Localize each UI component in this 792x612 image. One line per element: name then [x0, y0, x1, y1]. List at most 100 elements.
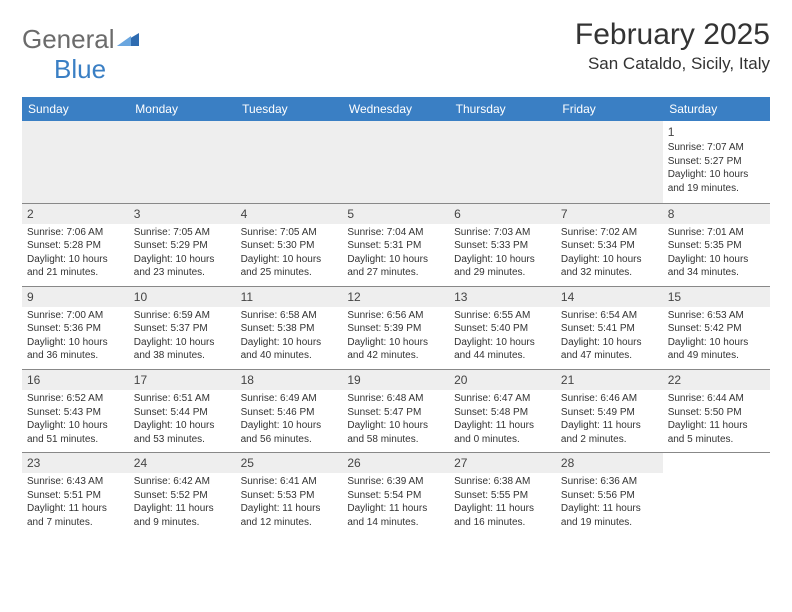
- calendar-cell: 16Sunrise: 6:52 AMSunset: 5:43 PMDayligh…: [22, 369, 129, 452]
- day-detail-line: Sunrise: 6:44 AM: [668, 392, 765, 406]
- calendar-cell-empty: [342, 121, 449, 203]
- day-detail-line: Sunset: 5:29 PM: [134, 239, 231, 253]
- day-detail-line: and 40 minutes.: [241, 349, 338, 363]
- day-detail-line: Daylight: 10 hours: [668, 336, 765, 350]
- calendar-cell: 17Sunrise: 6:51 AMSunset: 5:44 PMDayligh…: [129, 369, 236, 452]
- calendar-cell: 24Sunrise: 6:42 AMSunset: 5:52 PMDayligh…: [129, 453, 236, 536]
- weekday-header: Thursday: [449, 97, 556, 121]
- day-detail-line: Sunrise: 6:47 AM: [454, 392, 551, 406]
- day-detail-line: Sunrise: 7:01 AM: [668, 226, 765, 240]
- day-detail-line: Sunrise: 7:02 AM: [561, 226, 658, 240]
- day-detail-line: Sunset: 5:31 PM: [347, 239, 444, 253]
- day-detail-line: Sunset: 5:46 PM: [241, 406, 338, 420]
- day-detail-line: and 38 minutes.: [134, 349, 231, 363]
- calendar-cell-empty: [663, 453, 770, 536]
- day-detail-line: Sunrise: 6:55 AM: [454, 309, 551, 323]
- day-number: 16: [22, 370, 129, 390]
- day-detail-line: Sunset: 5:42 PM: [668, 322, 765, 336]
- day-number: 9: [22, 287, 129, 307]
- calendar-cell: 9Sunrise: 7:00 AMSunset: 5:36 PMDaylight…: [22, 286, 129, 369]
- day-detail-line: Sunrise: 6:54 AM: [561, 309, 658, 323]
- day-number: 21: [556, 370, 663, 390]
- day-detail-line: and 56 minutes.: [241, 433, 338, 447]
- day-number: 20: [449, 370, 556, 390]
- day-number: 11: [236, 287, 343, 307]
- weekday-header: Tuesday: [236, 97, 343, 121]
- calendar-cell: 19Sunrise: 6:48 AMSunset: 5:47 PMDayligh…: [342, 369, 449, 452]
- calendar-cell: 4Sunrise: 7:05 AMSunset: 5:30 PMDaylight…: [236, 203, 343, 286]
- logo-icon: [117, 24, 139, 55]
- day-detail-line: Daylight: 10 hours: [27, 336, 124, 350]
- calendar-row: 16Sunrise: 6:52 AMSunset: 5:43 PMDayligh…: [22, 369, 770, 452]
- day-detail-line: Sunset: 5:37 PM: [134, 322, 231, 336]
- day-detail-line: Daylight: 10 hours: [27, 419, 124, 433]
- calendar-cell: 10Sunrise: 6:59 AMSunset: 5:37 PMDayligh…: [129, 286, 236, 369]
- calendar-cell: 7 Sunrise: 7:02 AMSunset: 5:34 PMDaylight…: [556, 203, 663, 286]
- day-detail-line: Sunset: 5:56 PM: [561, 489, 658, 503]
- day-number: 7: [556, 204, 663, 224]
- day-number: 27: [449, 453, 556, 473]
- calendar-cell: 20Sunrise: 6:47 AMSunset: 5:48 PMDayligh…: [449, 369, 556, 452]
- day-detail-line: Daylight: 11 hours: [454, 502, 551, 516]
- day-detail-line: and 47 minutes.: [561, 349, 658, 363]
- day-number: 28: [556, 453, 663, 473]
- calendar-cell: 26Sunrise: 6:39 AMSunset: 5:54 PMDayligh…: [342, 453, 449, 536]
- day-detail-line: Sunset: 5:40 PM: [454, 322, 551, 336]
- day-number: 14: [556, 287, 663, 307]
- day-detail-line: Daylight: 10 hours: [134, 253, 231, 267]
- day-detail-line: Sunset: 5:33 PM: [454, 239, 551, 253]
- weekday-header: Friday: [556, 97, 663, 121]
- calendar-cell: 12Sunrise: 6:56 AMSunset: 5:39 PMDayligh…: [342, 286, 449, 369]
- day-detail-line: Sunset: 5:44 PM: [134, 406, 231, 420]
- day-detail-line: Sunset: 5:41 PM: [561, 322, 658, 336]
- day-number: 12: [342, 287, 449, 307]
- day-detail-line: and 49 minutes.: [668, 349, 765, 363]
- calendar-cell: 27Sunrise: 6:38 AMSunset: 5:55 PMDayligh…: [449, 453, 556, 536]
- day-detail-line: Sunrise: 6:53 AM: [668, 309, 765, 323]
- day-detail-line: Sunrise: 7:03 AM: [454, 226, 551, 240]
- day-number: 19: [342, 370, 449, 390]
- day-detail-line: Sunset: 5:54 PM: [347, 489, 444, 503]
- day-detail-line: and 0 minutes.: [454, 433, 551, 447]
- day-detail-line: Sunset: 5:36 PM: [27, 322, 124, 336]
- day-detail-line: and 25 minutes.: [241, 266, 338, 280]
- day-detail-line: and 23 minutes.: [134, 266, 231, 280]
- day-detail-line: Daylight: 10 hours: [347, 336, 444, 350]
- calendar-cell: 28Sunrise: 6:36 AMSunset: 5:56 PMDayligh…: [556, 453, 663, 536]
- day-detail-line: Daylight: 10 hours: [561, 253, 658, 267]
- day-detail-line: Daylight: 11 hours: [561, 502, 658, 516]
- day-number: 5: [342, 204, 449, 224]
- day-detail-line: Sunset: 5:34 PM: [561, 239, 658, 253]
- calendar-cell: 3Sunrise: 7:05 AMSunset: 5:29 PMDaylight…: [129, 203, 236, 286]
- day-detail-line: Daylight: 11 hours: [27, 502, 124, 516]
- logo: General: [22, 18, 141, 55]
- day-detail-line: and 7 minutes.: [27, 516, 124, 530]
- day-number: 15: [663, 287, 770, 307]
- day-detail-line: Sunrise: 6:48 AM: [347, 392, 444, 406]
- day-detail-line: Sunrise: 6:51 AM: [134, 392, 231, 406]
- day-detail-line: Sunrise: 6:43 AM: [27, 475, 124, 489]
- day-detail-line: Sunset: 5:30 PM: [241, 239, 338, 253]
- weekday-header: Saturday: [663, 97, 770, 121]
- day-detail-line: Sunset: 5:55 PM: [454, 489, 551, 503]
- day-detail-line: and 19 minutes.: [668, 182, 765, 196]
- day-detail-line: and 42 minutes.: [347, 349, 444, 363]
- day-detail-line: Sunrise: 7:04 AM: [347, 226, 444, 240]
- day-detail-line: Daylight: 11 hours: [668, 419, 765, 433]
- day-detail-line: Daylight: 10 hours: [241, 419, 338, 433]
- day-detail-line: Sunset: 5:38 PM: [241, 322, 338, 336]
- logo-text-general: General: [22, 24, 115, 55]
- day-number: 10: [129, 287, 236, 307]
- day-detail-line: Sunrise: 6:56 AM: [347, 309, 444, 323]
- day-detail-line: Sunset: 5:47 PM: [347, 406, 444, 420]
- calendar-cell-empty: [236, 121, 343, 203]
- day-detail-line: and 21 minutes.: [27, 266, 124, 280]
- day-detail-line: Sunrise: 7:06 AM: [27, 226, 124, 240]
- day-number: 17: [129, 370, 236, 390]
- day-detail-line: Daylight: 10 hours: [241, 336, 338, 350]
- day-detail-line: and 16 minutes.: [454, 516, 551, 530]
- calendar-row: 9Sunrise: 7:00 AMSunset: 5:36 PMDaylight…: [22, 286, 770, 369]
- day-detail-line: and 32 minutes.: [561, 266, 658, 280]
- day-detail-line: Sunset: 5:49 PM: [561, 406, 658, 420]
- day-detail-line: and 58 minutes.: [347, 433, 444, 447]
